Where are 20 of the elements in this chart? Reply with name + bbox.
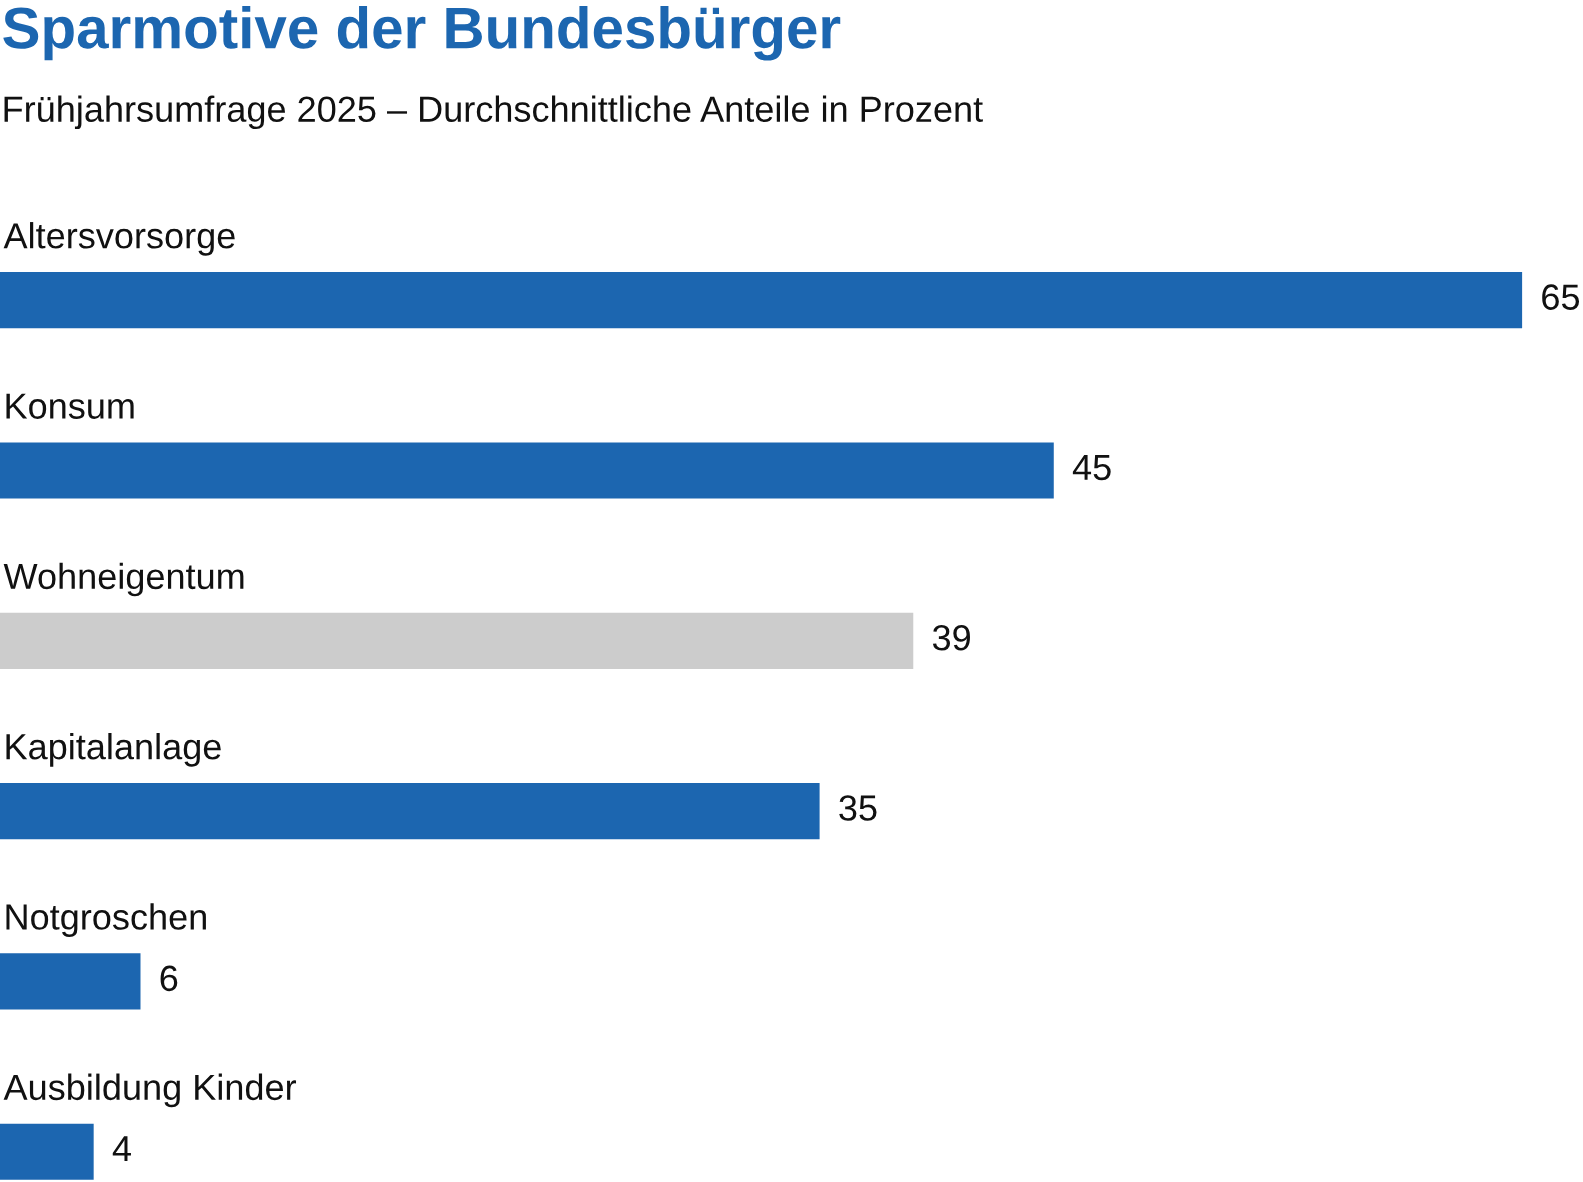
bar <box>0 272 1523 329</box>
bar <box>0 783 820 840</box>
data-label: 45 <box>1072 455 1111 481</box>
data-label: 39 <box>932 624 970 651</box>
y-tick-label: Altersvorsorge <box>3 222 235 256</box>
y-tick-label: Notgroschen <box>6 903 206 937</box>
y-tick-label: Ausbildung Kinder <box>3 1073 297 1108</box>
y-tick-label: Kapitalanlage <box>6 732 221 767</box>
bar <box>0 612 914 669</box>
bar <box>0 442 1054 499</box>
y-tick-label: Wohneigentum <box>3 562 244 597</box>
bar <box>0 953 141 1010</box>
data-label: 35 <box>839 795 877 821</box>
bar <box>0 1123 94 1180</box>
chart-title: Sparmotive der Bundesbürger <box>3 5 841 61</box>
y-tick-label: Konsum <box>6 393 134 419</box>
data-label: 6 <box>160 965 178 992</box>
data-label: 4 <box>112 1136 131 1162</box>
data-label: 65 <box>1542 284 1580 310</box>
chart-subtitle: Frühjahrsumfrage 2025 – Durchschnittliche Anteile in Prozent <box>4 95 983 130</box>
